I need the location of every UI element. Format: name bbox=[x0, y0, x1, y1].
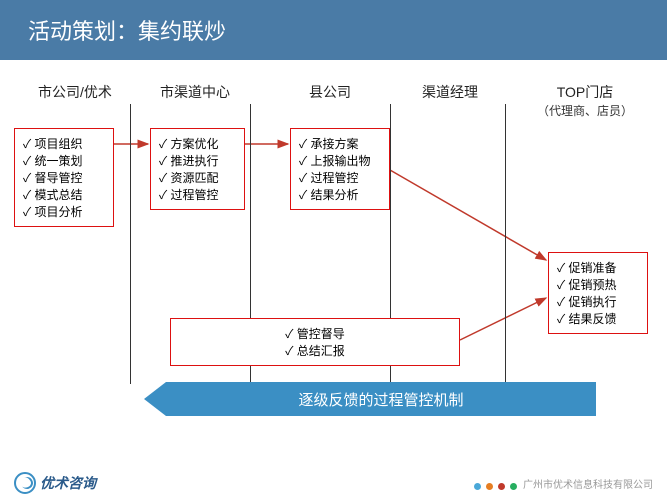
decoration-dot bbox=[510, 483, 517, 490]
column-header: 市渠道中心 bbox=[145, 82, 245, 102]
task-item: 结果分析 bbox=[299, 186, 381, 203]
task-item: 统一策划 bbox=[23, 152, 105, 169]
feedback-banner: 逐级反馈的过程管控机制 bbox=[166, 382, 596, 416]
task-item: 总结汇报 bbox=[179, 342, 451, 359]
slide-title: 活动策划：集约联炒 bbox=[28, 19, 226, 44]
task-item: 促销预热 bbox=[557, 276, 639, 293]
task-box: 承接方案上报输出物过程管控结果分析 bbox=[290, 128, 390, 210]
task-item: 推进执行 bbox=[159, 152, 236, 169]
task-item: 过程管控 bbox=[299, 169, 381, 186]
task-item: 结果反馈 bbox=[557, 310, 639, 327]
task-item: 管控督导 bbox=[179, 325, 451, 342]
decoration-dot bbox=[486, 483, 493, 490]
task-item: 资源匹配 bbox=[159, 169, 236, 186]
decoration-dot bbox=[474, 483, 481, 490]
column-header: 渠道经理 bbox=[400, 82, 500, 102]
task-item: 项目分析 bbox=[23, 203, 105, 220]
task-box: 管控督导总结汇报 bbox=[170, 318, 460, 366]
task-item: 模式总结 bbox=[23, 186, 105, 203]
decoration-dot bbox=[498, 483, 505, 490]
logo: 优术咨询 bbox=[14, 472, 96, 494]
task-box: 项目组织统一策划督导管控模式总结项目分析 bbox=[14, 128, 114, 227]
logo-text: 优术咨询 bbox=[40, 473, 96, 493]
column-subheader: （代理商、店员） bbox=[520, 102, 650, 119]
task-item: 上报输出物 bbox=[299, 152, 381, 169]
task-box: 促销准备促销预热促销执行结果反馈 bbox=[548, 252, 648, 334]
slide-header: 活动策划：集约联炒 bbox=[0, 0, 667, 60]
footer-company: 广州市优术信息科技有限公司 bbox=[523, 476, 653, 491]
column-divider bbox=[130, 104, 131, 384]
task-item: 承接方案 bbox=[299, 135, 381, 152]
task-item: 方案优化 bbox=[159, 135, 236, 152]
column-header: 县公司 bbox=[270, 82, 390, 102]
task-item: 促销执行 bbox=[557, 293, 639, 310]
column-header: TOP门店（代理商、店员） bbox=[520, 82, 650, 119]
diagram-area: 市公司/优术市渠道中心 县公司渠道经理 TOP门店（代理商、店员） 项目组织统一策划督… bbox=[0, 60, 667, 460]
task-item: 促销准备 bbox=[557, 259, 639, 276]
column-divider bbox=[505, 104, 506, 384]
task-item: 督导管控 bbox=[23, 169, 105, 186]
task-item: 过程管控 bbox=[159, 186, 236, 203]
logo-icon bbox=[14, 472, 36, 494]
column-header: 市公司/优术 bbox=[20, 82, 130, 102]
footer-dots bbox=[474, 483, 517, 490]
task-item: 项目组织 bbox=[23, 135, 105, 152]
task-box: 方案优化推进执行资源匹配过程管控 bbox=[150, 128, 245, 210]
